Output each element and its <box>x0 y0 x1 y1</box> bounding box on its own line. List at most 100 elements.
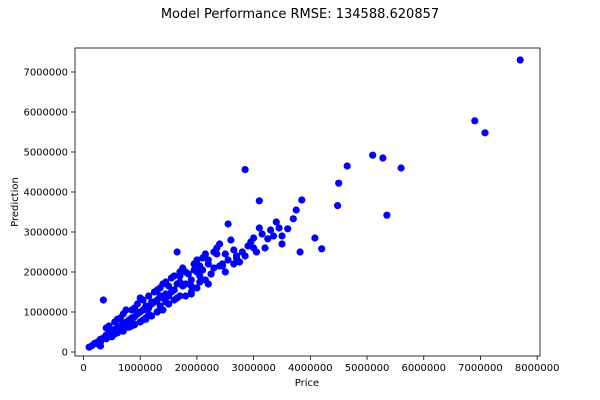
scatter-point <box>105 322 113 330</box>
scatter-point <box>99 296 107 304</box>
scatter-point <box>335 179 343 187</box>
scatter-point <box>481 129 489 137</box>
x-tick-label: 8000000 <box>515 363 560 374</box>
scatter-point <box>289 215 297 223</box>
scatter-point <box>516 56 524 64</box>
scatter-point <box>397 164 405 172</box>
scatter-point <box>233 252 241 260</box>
scatter-point <box>128 306 136 314</box>
scatter-point <box>318 245 326 253</box>
scatter-point <box>250 244 258 252</box>
y-tick-label: 0 <box>62 348 68 359</box>
scatter-point <box>379 154 387 162</box>
scatter-point <box>176 292 184 300</box>
y-tick-label: 2000000 <box>23 268 68 279</box>
scatter-point <box>369 151 377 159</box>
scatter-point <box>108 333 116 341</box>
scatter-point <box>142 315 150 323</box>
scatter-point <box>133 300 141 308</box>
scatter-point <box>261 244 269 252</box>
scatter-point <box>116 314 124 322</box>
scatter-point <box>156 302 164 310</box>
scatter-point <box>207 270 215 278</box>
scatter-point <box>272 218 280 226</box>
scatter-point <box>471 117 479 125</box>
chart-title: Model Performance RMSE: 134588.620857 <box>161 7 439 22</box>
scatter-point <box>165 300 173 308</box>
scatter-point <box>311 234 319 242</box>
scatter-point <box>187 282 195 290</box>
scatter-point <box>296 248 304 256</box>
scatter-point <box>190 260 198 268</box>
x-tick-label: 7000000 <box>458 363 503 374</box>
scatter-point <box>145 292 153 300</box>
scatter-point <box>224 256 232 264</box>
x-tick-label: 0 <box>80 363 86 374</box>
y-axis-ticks: 0 1000000 2000000 3000000 4000000 5000000 6000… <box>23 68 75 359</box>
y-tick-label: 4000000 <box>23 188 68 199</box>
scatter-point <box>190 266 198 274</box>
scatter-point <box>264 235 272 243</box>
x-tick-label: 3000000 <box>231 363 276 374</box>
scatter-point <box>193 284 201 292</box>
scatter-point <box>230 260 238 268</box>
scatter-point <box>269 232 278 240</box>
x-tick-label: 2000000 <box>175 363 220 374</box>
scatter-point <box>267 226 275 234</box>
scatter-point <box>210 264 218 272</box>
scatter-point <box>148 298 156 306</box>
scatter-point <box>173 280 181 288</box>
scatter-point <box>284 225 292 233</box>
scatter-point <box>173 248 181 256</box>
scatter-point <box>119 327 127 335</box>
scatter-point <box>187 288 195 296</box>
scatter-point <box>292 206 300 214</box>
scatter-point <box>187 276 195 284</box>
scatter-point <box>258 230 266 238</box>
scatter-point <box>278 240 286 248</box>
scatter-point <box>204 260 212 268</box>
scatter-point <box>159 280 167 288</box>
scatter-point <box>221 268 229 276</box>
scatter-point <box>298 196 306 204</box>
scatter-point <box>122 306 130 314</box>
scatter-point <box>182 292 190 300</box>
scatter-point <box>139 296 147 304</box>
x-axis-ticks: 0 1000000 2000000 3000000 4000000 5000000 6000… <box>80 356 559 374</box>
scatter-points <box>85 56 524 351</box>
scatter-point <box>241 166 249 174</box>
scatter-point <box>111 318 119 326</box>
scatter-point <box>343 162 351 170</box>
scatter-point <box>213 244 221 252</box>
scatter-point <box>218 262 226 270</box>
scatter-point <box>196 262 204 270</box>
scatter-point <box>278 232 286 240</box>
y-tick-label: 1000000 <box>23 308 68 319</box>
scatter-point <box>130 321 139 329</box>
scatter-point <box>255 224 263 232</box>
scatter-point <box>224 220 232 228</box>
y-tick-label: 5000000 <box>23 148 68 159</box>
scatter-point <box>167 274 175 282</box>
scatter-point <box>153 308 161 316</box>
scatter-point <box>201 250 209 258</box>
scatter-point <box>221 250 229 258</box>
scatter-point <box>96 342 105 350</box>
scatter-point <box>334 202 342 210</box>
y-axis-label: Prediction <box>10 177 21 227</box>
x-axis-label: Price <box>295 378 319 389</box>
scatter-point <box>176 268 184 276</box>
scatter-point <box>182 268 190 276</box>
scatter-point <box>85 343 93 351</box>
scatter-point <box>238 248 246 256</box>
scatter-point <box>196 278 204 286</box>
scatter-point <box>255 197 263 205</box>
scatter-point <box>244 242 252 250</box>
scatter-point <box>275 224 283 232</box>
y-tick-label: 3000000 <box>23 228 68 239</box>
y-tick-label: 6000000 <box>23 108 68 119</box>
x-tick-label: 6000000 <box>401 363 446 374</box>
x-tick-label: 4000000 <box>288 363 333 374</box>
plot-frame <box>74 47 541 357</box>
